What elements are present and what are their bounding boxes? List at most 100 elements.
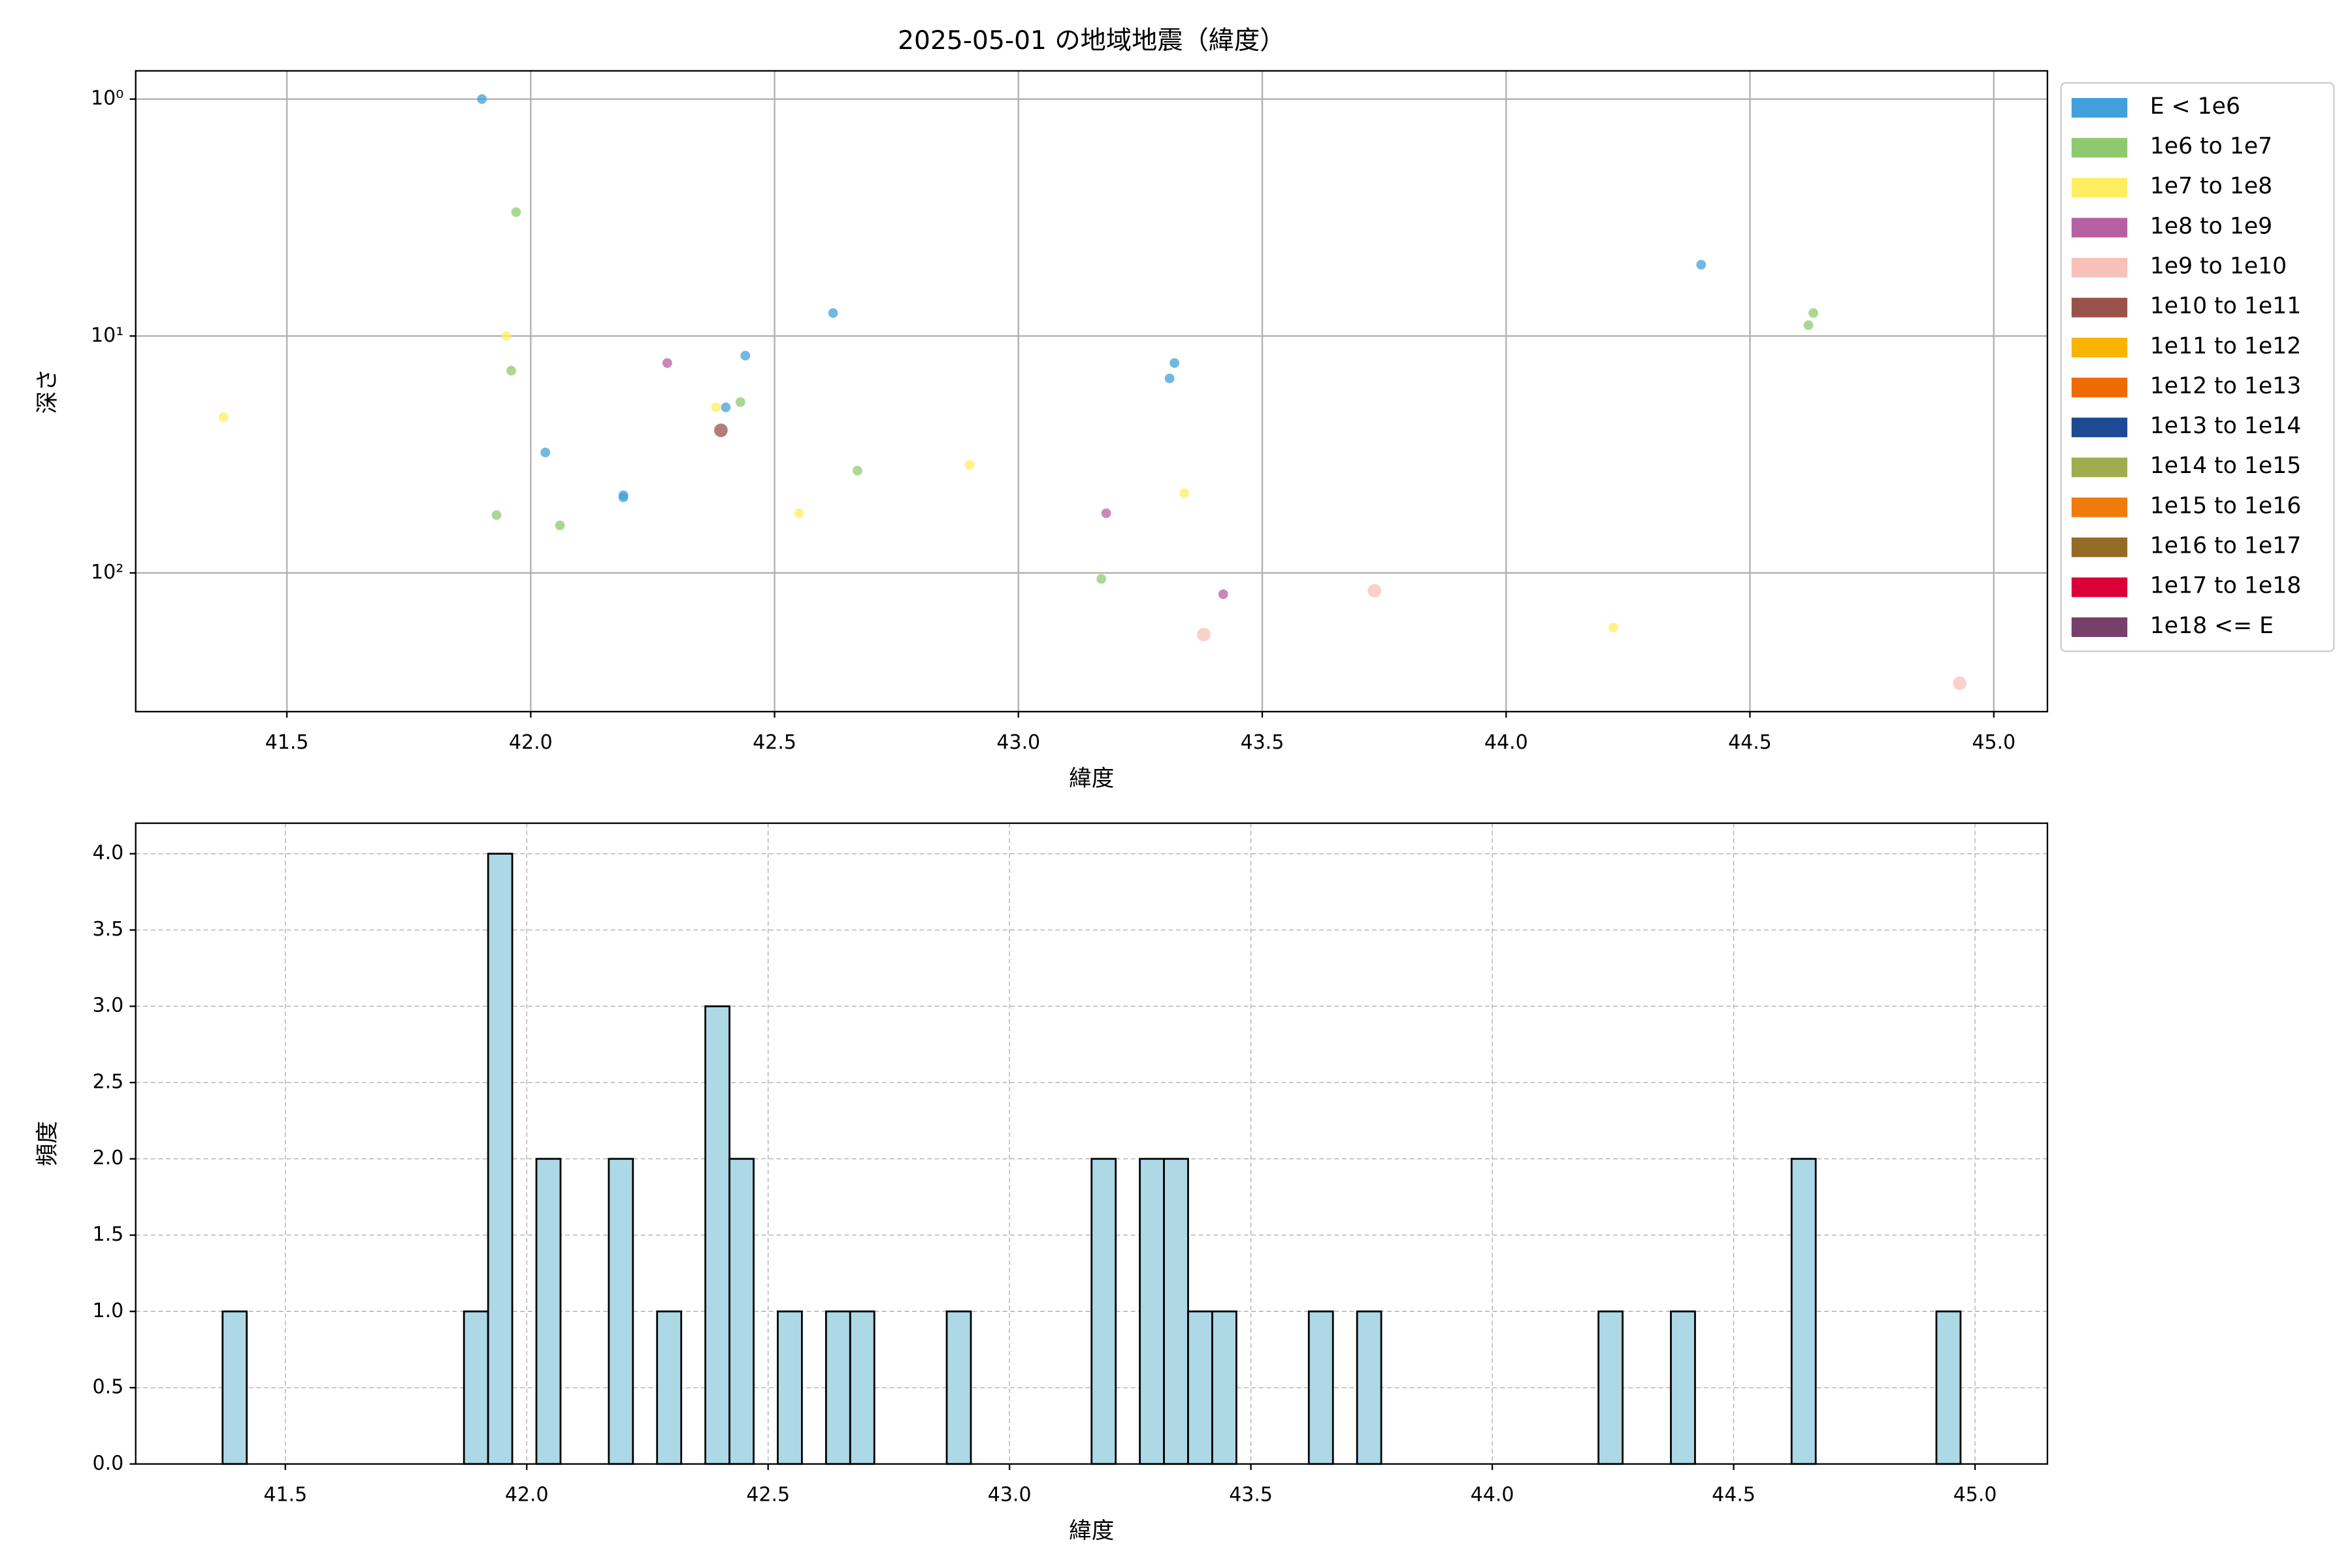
point bbox=[506, 365, 516, 376]
point bbox=[491, 510, 502, 520]
point bbox=[618, 492, 629, 502]
y-tick-label: 0.5 bbox=[93, 1376, 124, 1399]
legend-label: 1e18 <= E bbox=[2150, 613, 2274, 639]
x-tick-label: 43.5 bbox=[1229, 1484, 1273, 1507]
plot-frame bbox=[135, 70, 2048, 713]
point bbox=[1367, 583, 1382, 598]
x-tick-label: 42.5 bbox=[753, 731, 796, 754]
legend-label: 1e15 to 1e16 bbox=[2150, 493, 2301, 519]
bar bbox=[1935, 1310, 1962, 1465]
y-tick-label: 0.0 bbox=[93, 1452, 124, 1475]
point bbox=[828, 308, 838, 318]
bar bbox=[1670, 1310, 1696, 1465]
legend-label: 1e13 to 1e14 bbox=[2150, 413, 2301, 439]
point bbox=[662, 358, 672, 368]
bar bbox=[1163, 1158, 1189, 1465]
x-tick-label: 44.0 bbox=[1471, 1484, 1514, 1507]
legend-swatch bbox=[2071, 617, 2128, 637]
point bbox=[735, 397, 745, 407]
legend-swatch bbox=[2071, 378, 2128, 398]
x-axis-label: 緯度 bbox=[1069, 766, 1114, 792]
point bbox=[721, 402, 731, 412]
x-tick-label: 45.0 bbox=[1953, 1484, 1997, 1507]
x-tick-label: 43.5 bbox=[1241, 731, 1284, 754]
y-tick-label: 3.5 bbox=[93, 918, 124, 941]
y-tick-label: 4.0 bbox=[93, 841, 124, 864]
x-tick-label: 44.5 bbox=[1712, 1484, 1756, 1507]
legend-swatch bbox=[2071, 577, 2128, 597]
legend-label: 1e9 to 1e10 bbox=[2150, 253, 2287, 279]
legend-swatch bbox=[2071, 537, 2128, 557]
bar bbox=[608, 1158, 634, 1465]
x-tick-label: 41.5 bbox=[265, 731, 309, 754]
bar bbox=[1597, 1310, 1624, 1465]
y-axis-label: 頻度 bbox=[35, 1121, 61, 1166]
bar bbox=[656, 1310, 683, 1465]
point bbox=[1609, 623, 1618, 632]
point bbox=[711, 402, 721, 412]
y-tick-label: 1.5 bbox=[93, 1223, 124, 1246]
legend-label: 1e17 to 1e18 bbox=[2150, 573, 2301, 599]
bar bbox=[1356, 1310, 1382, 1465]
x-tick-label: 42.0 bbox=[505, 1484, 549, 1507]
legend-swatch bbox=[2071, 457, 2128, 478]
bar bbox=[1139, 1158, 1165, 1465]
point bbox=[501, 331, 512, 341]
bar bbox=[221, 1310, 248, 1465]
legend-swatch bbox=[2071, 98, 2128, 118]
bar bbox=[535, 1158, 562, 1465]
plot-frame bbox=[135, 822, 2048, 1465]
x-tick-label: 43.0 bbox=[996, 731, 1040, 754]
bar bbox=[945, 1310, 972, 1465]
bar bbox=[704, 1005, 730, 1465]
bar bbox=[1307, 1310, 1334, 1465]
legend-label: 1e11 to 1e12 bbox=[2150, 333, 2301, 359]
point bbox=[1803, 320, 1814, 331]
legend-label: 1e10 to 1e11 bbox=[2150, 293, 2301, 319]
legend-swatch bbox=[2071, 337, 2128, 357]
point bbox=[218, 412, 229, 422]
bar bbox=[1187, 1310, 1213, 1465]
x-tick-label: 42.0 bbox=[509, 731, 553, 754]
point bbox=[1218, 589, 1228, 599]
bar bbox=[1211, 1310, 1237, 1465]
y-axis-label: 深さ bbox=[35, 368, 61, 414]
legend-label: 1e14 to 1e15 bbox=[2150, 453, 2301, 479]
bar bbox=[463, 1310, 489, 1465]
point bbox=[740, 350, 751, 361]
point bbox=[1696, 259, 1707, 270]
y-tick-label: 3.0 bbox=[93, 994, 124, 1017]
legend-frame bbox=[2060, 82, 2335, 653]
point bbox=[555, 520, 565, 531]
point bbox=[1179, 488, 1189, 498]
legend-swatch bbox=[2071, 218, 2128, 238]
legend-swatch bbox=[2071, 257, 2128, 278]
point bbox=[853, 465, 862, 476]
legend-swatch bbox=[2071, 417, 2128, 438]
bar bbox=[728, 1158, 755, 1465]
legend-swatch bbox=[2071, 178, 2128, 198]
x-tick-label: 41.5 bbox=[263, 1484, 307, 1507]
y-tick-label: 1.0 bbox=[93, 1299, 124, 1322]
x-tick-label: 45.0 bbox=[1972, 731, 2016, 754]
point bbox=[1101, 508, 1111, 519]
bar bbox=[777, 1310, 803, 1465]
bar bbox=[825, 1310, 851, 1465]
chart-title: 2025-05-01 の地域地震（緯度） bbox=[898, 26, 1285, 56]
point bbox=[1169, 358, 1180, 368]
legend-label: 1e12 to 1e13 bbox=[2150, 373, 2301, 399]
point bbox=[1953, 676, 1967, 691]
x-tick-label: 44.5 bbox=[1728, 731, 1772, 754]
legend-swatch bbox=[2071, 138, 2128, 158]
legend-label: E < 1e6 bbox=[2150, 93, 2240, 120]
legend-label: 1e7 to 1e8 bbox=[2150, 173, 2272, 199]
legend-swatch bbox=[2071, 497, 2128, 517]
y-tick-label: 2.0 bbox=[93, 1147, 124, 1169]
y-tick-label: 10⁰ bbox=[91, 87, 123, 110]
y-tick-label: 10¹ bbox=[91, 324, 123, 347]
x-tick-label: 43.0 bbox=[988, 1484, 1032, 1507]
point bbox=[1096, 574, 1107, 584]
x-tick-label: 42.5 bbox=[746, 1484, 790, 1507]
legend-swatch bbox=[2071, 297, 2128, 318]
